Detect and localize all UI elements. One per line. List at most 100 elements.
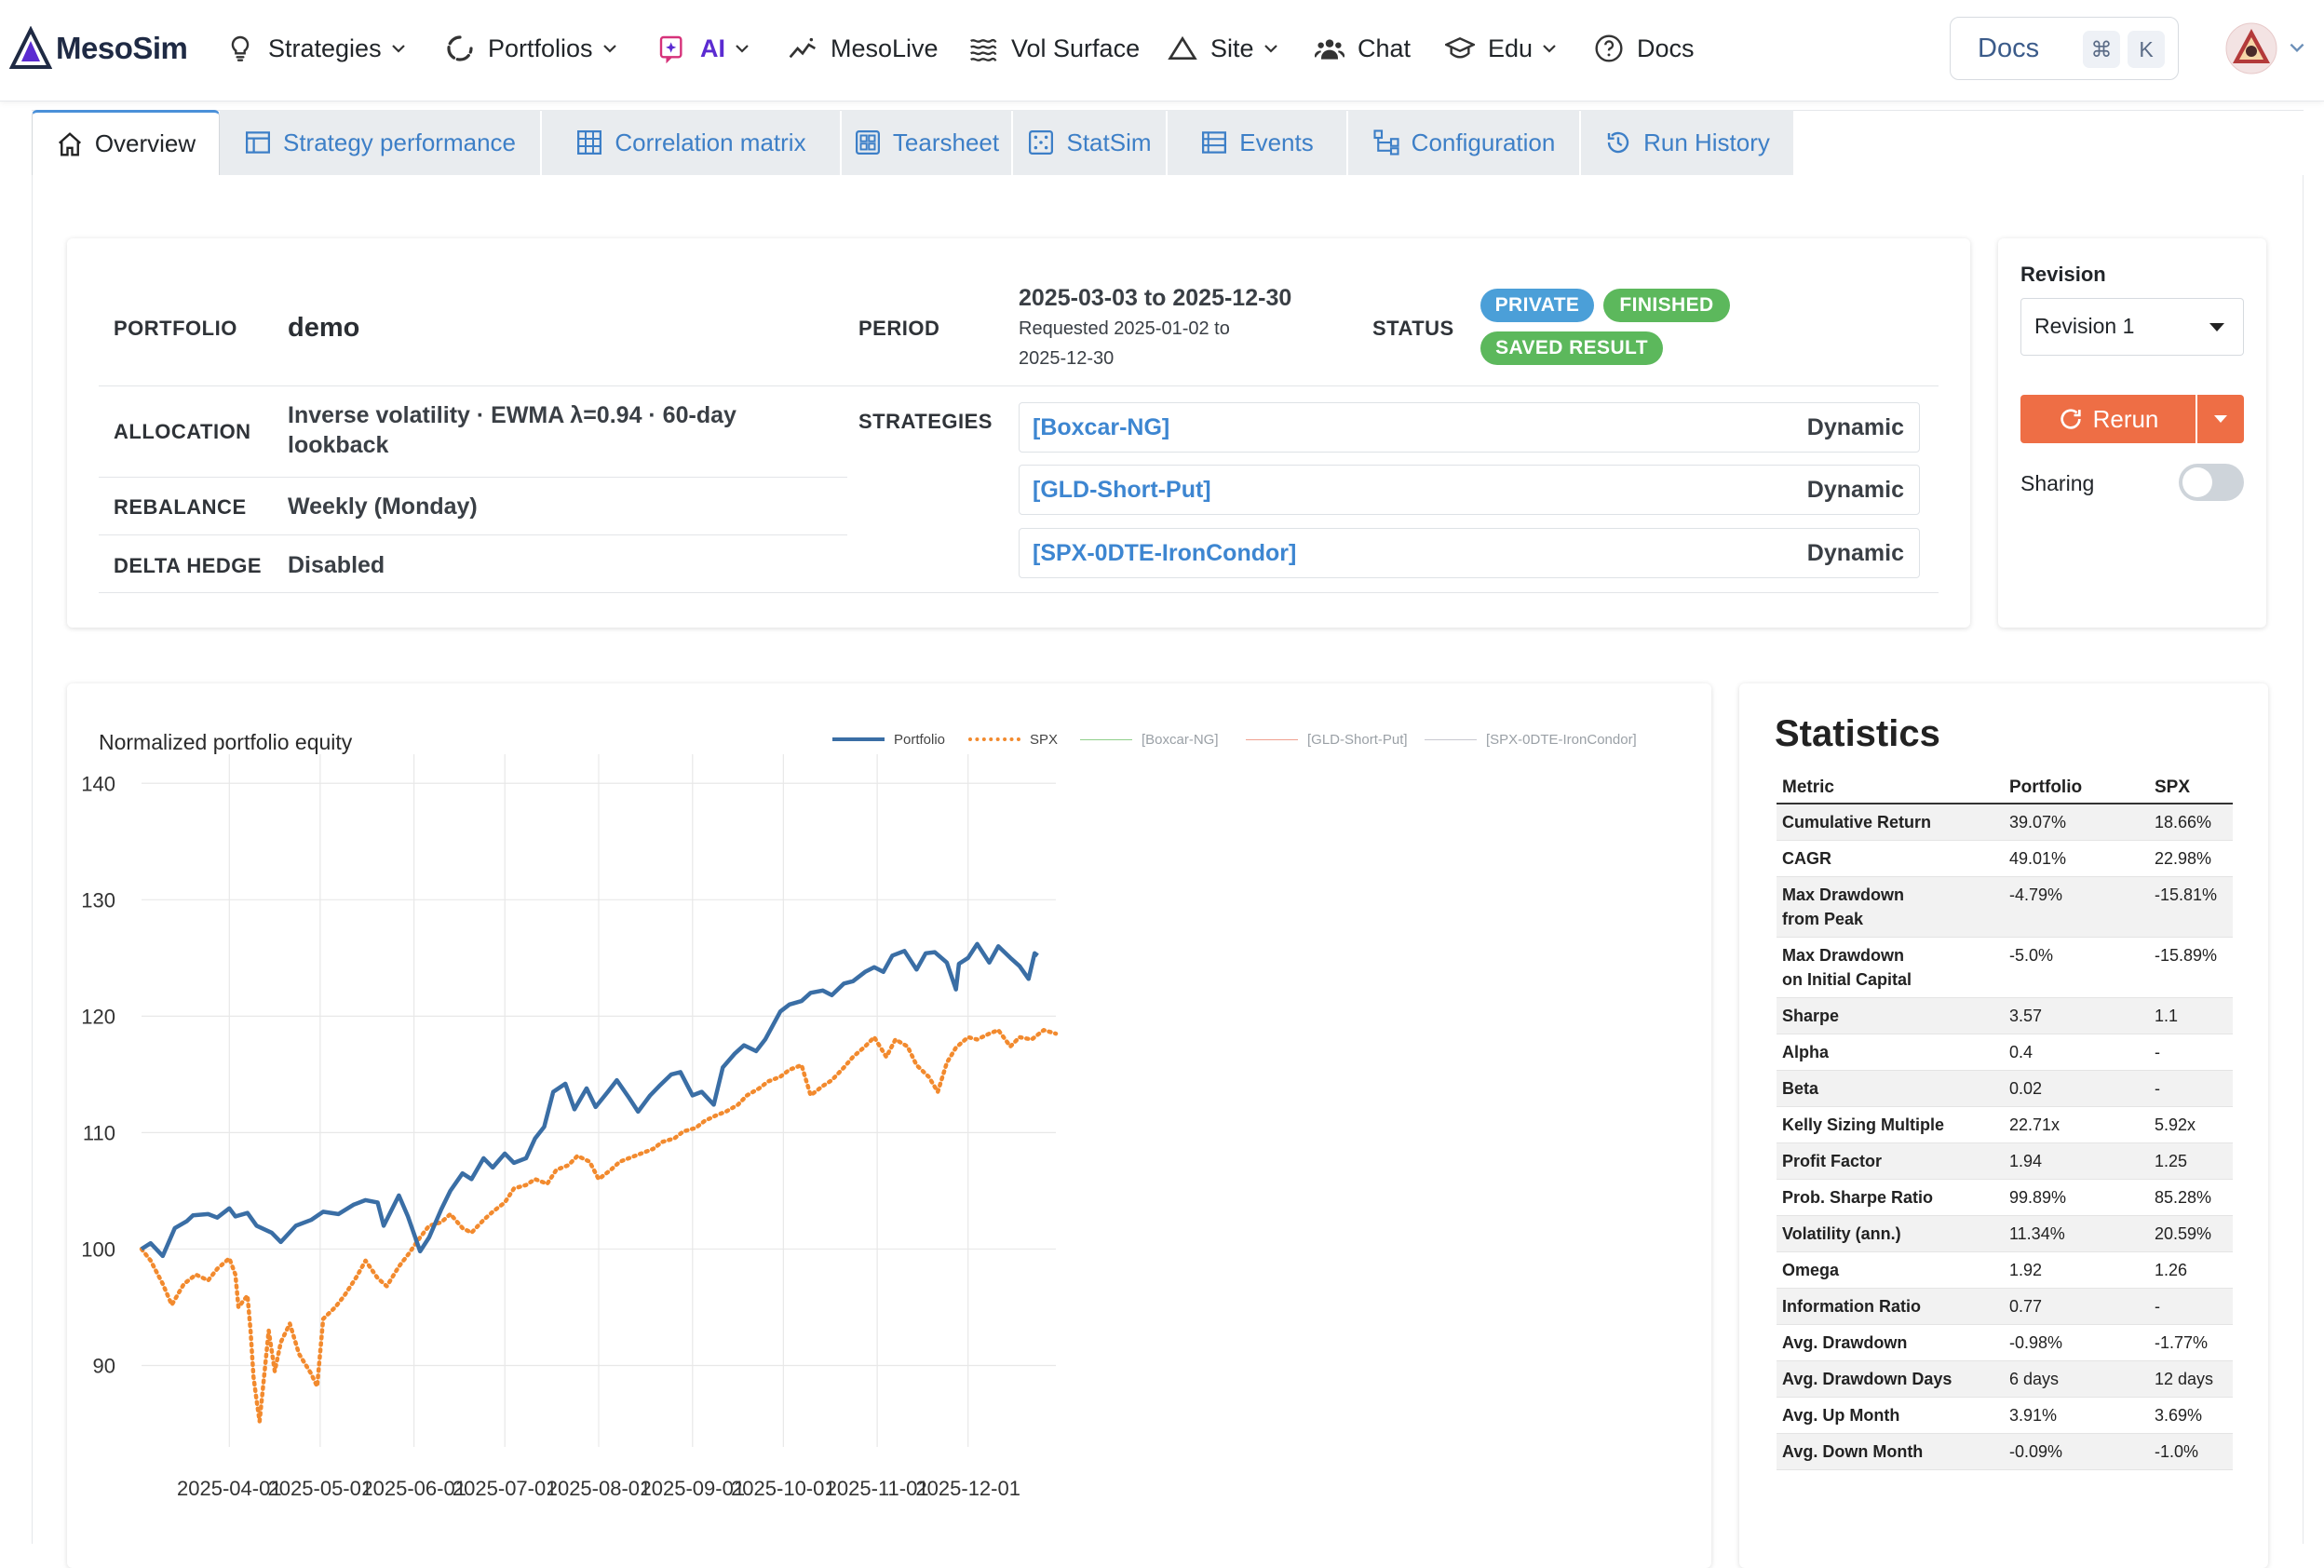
- x-tick-label: 2025-10-01: [731, 1477, 836, 1500]
- metric-name: Max Drawdown from Peak: [1777, 876, 2004, 938]
- legend-item-portfolio[interactable]: Portfolio: [832, 728, 945, 750]
- status-badge-private: PRIVATE: [1480, 289, 1594, 322]
- nav-chat[interactable]: Chat: [1315, 28, 1411, 69]
- tab-configuration[interactable]: Configuration: [1348, 110, 1579, 175]
- portfolio-value: -0.09%: [2004, 1433, 2149, 1470]
- table-row: Information Ratio 0.77-: [1777, 1288, 2233, 1325]
- table-row: Max Drawdown on Initial Capital -5.0% -15.8…: [1777, 937, 2233, 998]
- nav-site[interactable]: Site: [1168, 28, 1280, 69]
- chevron-down-icon: [1543, 45, 1556, 53]
- tab-overview[interactable]: Overview: [32, 110, 220, 175]
- waves-icon: [970, 38, 997, 61]
- metric-name-line: Prob. Sharpe Ratio: [1782, 1188, 1934, 1207]
- tab-tearsheet[interactable]: Tearsheet: [842, 110, 1011, 175]
- x-tick-label: 2025-06-01: [361, 1477, 466, 1500]
- user-avatar[interactable]: [2225, 22, 2277, 74]
- metric-name: Kelly Sizing Multiple: [1777, 1106, 2004, 1143]
- tab-statsim[interactable]: StatSim: [1013, 110, 1166, 175]
- tab-run-history[interactable]: Run History: [1581, 110, 1793, 175]
- nav-edu-label: Edu: [1488, 34, 1534, 62]
- spx-value: -: [2149, 1288, 2233, 1325]
- legend-swatch: [832, 737, 885, 741]
- legend-label: [GLD-Short-Put]: [1307, 731, 1408, 748]
- nav-portfolios-label: Portfolios: [488, 34, 593, 62]
- nav-strategies[interactable]: Strategies: [225, 28, 408, 69]
- tab-strategy-performance[interactable]: Strategy performance: [220, 110, 540, 175]
- nav-portfolios[interactable]: Portfolios: [445, 28, 619, 69]
- legend-item-spx[interactable]: SPX: [968, 728, 1058, 750]
- portfolio-info-card: PORTFOLIO demo PERIOD 2025-03-03 to 2025…: [67, 238, 1970, 628]
- nav-mesolive[interactable]: MesoLive: [788, 28, 939, 69]
- spx-value: 22.98%: [2149, 840, 2233, 877]
- metric-name: Avg. Up Month: [1777, 1397, 2004, 1434]
- rerun-button[interactable]: Rerun: [2020, 395, 2196, 443]
- metric-name: Beta: [1777, 1070, 2004, 1107]
- metric-name: Cumulative Return: [1777, 804, 2004, 841]
- nav-docs[interactable]: Docs: [1594, 28, 1695, 69]
- portfolio-value: -4.79%: [2004, 876, 2149, 938]
- portfolio-value: 1.94: [2004, 1142, 2149, 1180]
- revision-selected-value: Revision 1: [2034, 314, 2135, 338]
- nav-vol-surface[interactable]: Vol Surface: [968, 28, 1140, 69]
- toggle-knob: [2182, 467, 2212, 497]
- tab-events[interactable]: Events: [1168, 110, 1346, 175]
- legend-item-spx-0dte-ironcondor[interactable]: [SPX-0DTE-IronCondor]: [1425, 728, 1637, 750]
- equity-chart-plot[interactable]: 901001101201301402025-04-012025-05-01202…: [67, 683, 1711, 1544]
- legend-swatch: [1080, 738, 1132, 740]
- strategy-link-gld-short-put[interactable]: [GLD-Short-Put]: [1033, 477, 1211, 503]
- spx-value: 1.26: [2149, 1251, 2233, 1289]
- metric-name-line: Omega: [1782, 1261, 1840, 1279]
- sitemap-icon: [1373, 129, 1399, 155]
- tearsheet-icon: [855, 130, 880, 155]
- revision-select[interactable]: Revision 1: [2020, 298, 2244, 356]
- metric-name-line: Max Drawdown: [1782, 885, 1905, 904]
- period-requested-line2: 2025-12-30: [1019, 348, 1115, 369]
- nav-strategies-label: Strategies: [268, 34, 382, 62]
- table-row: CAGR 49.01% 22.98%: [1777, 840, 2233, 877]
- spx-value: 3.69%: [2149, 1397, 2233, 1434]
- history-icon: [1607, 131, 1629, 154]
- sharing-toggle[interactable]: [2179, 464, 2244, 501]
- spx-value: 85.28%: [2149, 1179, 2233, 1216]
- portfolio-value: -5.0%: [2004, 937, 2149, 998]
- portfolio-value: 22.71x: [2004, 1106, 2149, 1143]
- metric-name-line: on Initial Capital: [1782, 970, 1912, 989]
- y-tick-label: 90: [93, 1354, 115, 1377]
- strategy-type: Dynamic: [1806, 540, 1904, 566]
- portfolio-value: 99.89%: [2004, 1179, 2149, 1216]
- strategy-type: Dynamic: [1806, 477, 1904, 503]
- tab-correlation-matrix[interactable]: Correlation matrix: [542, 110, 840, 175]
- legend-item-boxcar-ng[interactable]: [Boxcar-NG]: [1080, 728, 1219, 750]
- strategy-link-boxcar-ng[interactable]: [Boxcar-NG]: [1033, 414, 1170, 440]
- metric-name-line: Profit Factor: [1782, 1152, 1883, 1170]
- refresh-icon: [2060, 409, 2081, 429]
- statistics-table: Metric Portfolio SPX Cumulative Return 39…: [1777, 773, 2233, 1470]
- docs-search-button[interactable]: Docs ⌘ K: [1950, 17, 2179, 80]
- strategy-link-spx-0dte-ironcondor[interactable]: [SPX-0DTE-IronCondor]: [1033, 540, 1297, 566]
- nav-edu[interactable]: Edu: [1445, 28, 1559, 69]
- tab-statsim-label: StatSim: [1066, 128, 1152, 156]
- top-navbar: MesoSim Strategies Portfolios AI MesoLiv…: [0, 0, 2324, 101]
- chevron-down-icon[interactable]: [2287, 37, 2307, 58]
- table-row: Avg. Drawdown -0.98% -1.77%: [1777, 1324, 2233, 1361]
- legend-item-gld-short-put[interactable]: [GLD-Short-Put]: [1246, 728, 1408, 750]
- series-line-spx: [139, 1028, 1059, 1424]
- metric-name-line: Cumulative Return: [1782, 813, 1932, 831]
- brand-logo[interactable]: MesoSim: [9, 22, 188, 74]
- metric-name-line: Volatility (ann.): [1782, 1224, 1901, 1243]
- nav-ai[interactable]: AI: [657, 28, 751, 69]
- period-label: PERIOD: [858, 317, 940, 340]
- strategy-row: [GLD-Short-Put] Dynamic: [1019, 465, 1920, 515]
- allocation-line2: lookback: [288, 432, 389, 458]
- spx-value: 18.66%: [2149, 804, 2233, 841]
- docs-search-label: Docs: [1978, 33, 2040, 63]
- rerun-dropdown-button[interactable]: [2197, 395, 2244, 443]
- status-badge-saved-result: SAVED RESULT: [1480, 331, 1663, 365]
- nav-chat-label: Chat: [1358, 34, 1412, 62]
- table-row: Max Drawdown from Peak -4.79% -15.81%: [1777, 876, 2233, 938]
- x-tick-label: 2025-08-01: [547, 1477, 652, 1500]
- table-row: Alpha 0.4-: [1777, 1034, 2233, 1071]
- metric-name: Alpha: [1777, 1034, 2004, 1071]
- table-row: Kelly Sizing Multiple 22.71x 5.92x: [1777, 1106, 2233, 1143]
- statistics-title: Statistics: [1775, 713, 1940, 754]
